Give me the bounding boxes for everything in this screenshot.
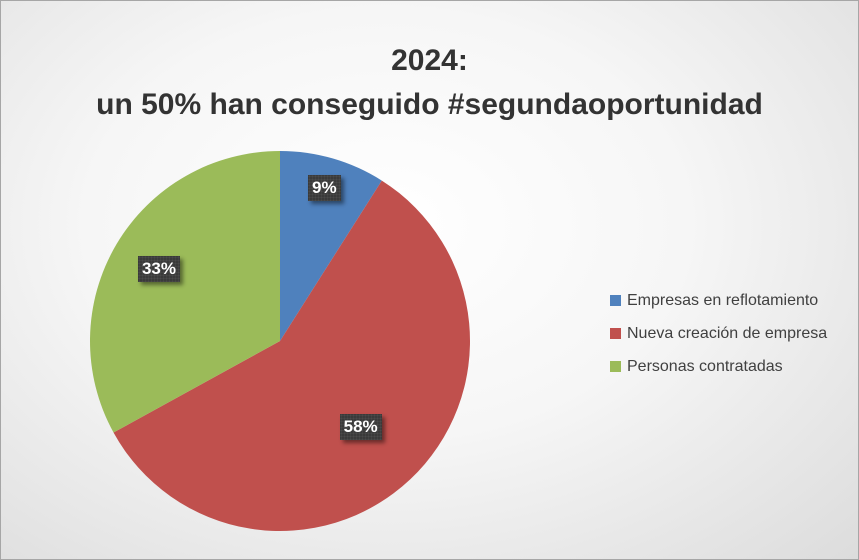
legend-swatch: [610, 361, 621, 372]
legend-swatch: [610, 295, 621, 306]
data-label: 58%: [339, 413, 382, 440]
legend-label: Personas contratadas: [627, 357, 783, 375]
legend: Empresas en reflotamiento Nueva creación…: [610, 284, 827, 383]
chart-title-line-2: un 50% han conseguido #segundaoportunida…: [96, 88, 763, 121]
data-label: 9%: [308, 174, 341, 201]
legend-item: Personas contratadas: [610, 350, 827, 383]
legend-item: Empresas en reflotamiento: [610, 284, 827, 317]
slice-nueva-creacion: [113, 180, 471, 531]
data-label: 33%: [137, 256, 180, 283]
slice-personas-contratadas: [89, 151, 280, 433]
chart-title-line-1: 2024:: [391, 44, 468, 77]
legend-swatch: [610, 328, 621, 339]
legend-label: Empresas en reflotamiento: [627, 291, 819, 309]
slice-empresas-reflotamiento: [280, 151, 382, 341]
legend-item: Nueva creación de empresa: [610, 317, 827, 350]
legend-label: Nueva creación de empresa: [627, 324, 828, 342]
chart-title: 2024: un 50% han conseguido #segundaopor…: [1, 39, 858, 127]
